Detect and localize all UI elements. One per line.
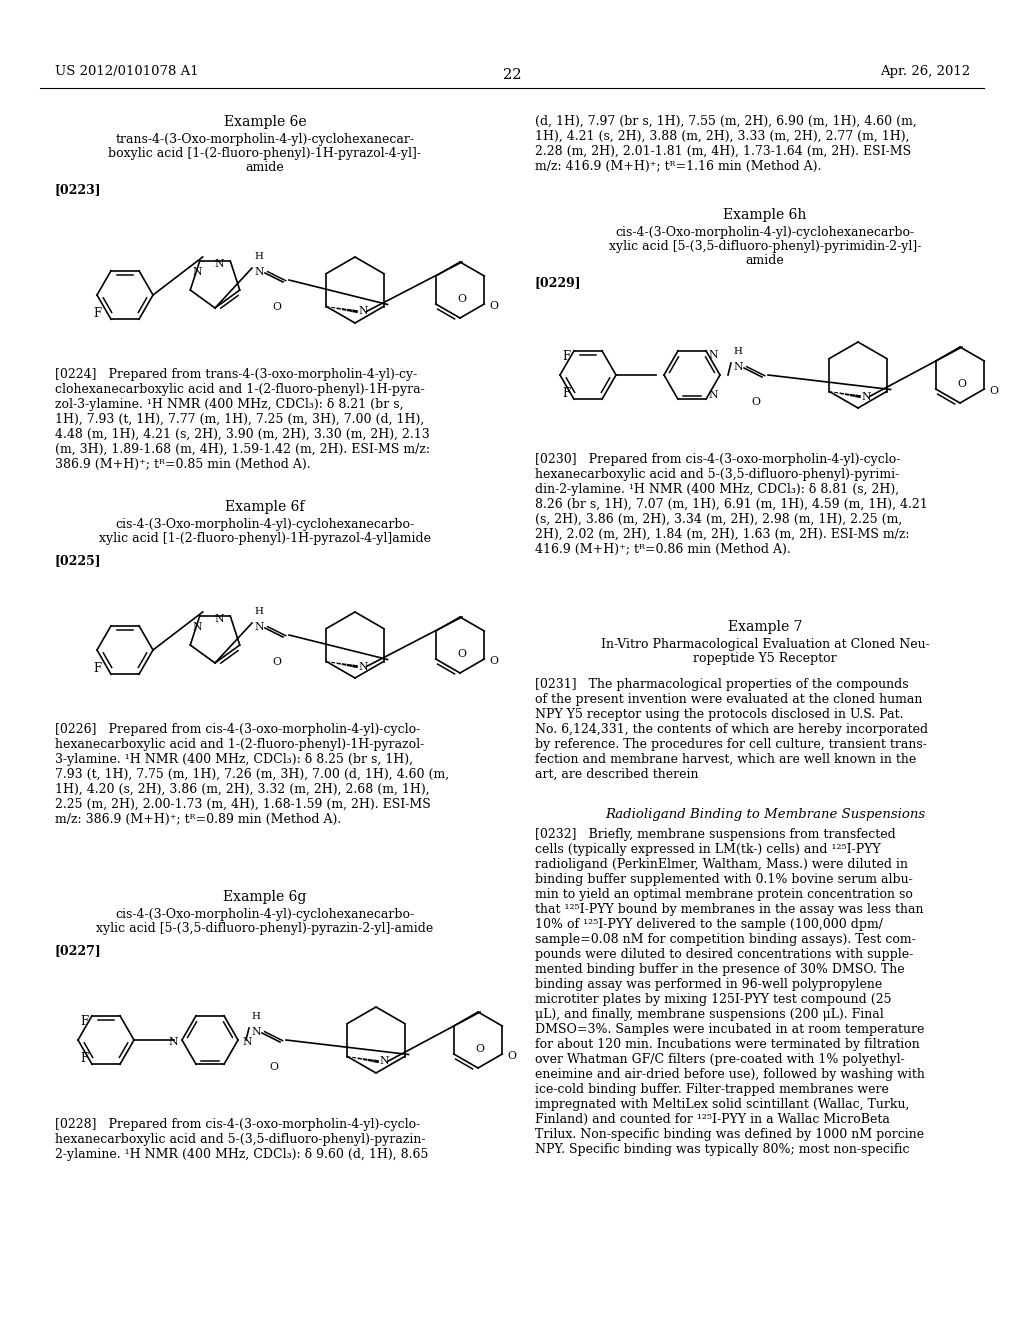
Text: xylic acid [5-(3,5-difluoro-phenyl)-pyrimidin-2-yl]-: xylic acid [5-(3,5-difluoro-phenyl)-pyri… xyxy=(609,240,922,253)
Text: N: N xyxy=(169,1038,178,1047)
Text: O: O xyxy=(272,302,282,312)
Text: O: O xyxy=(957,379,967,389)
Text: F: F xyxy=(80,1052,88,1065)
Text: O: O xyxy=(458,649,467,659)
Text: Example 6g: Example 6g xyxy=(223,890,306,904)
Text: [0223]: [0223] xyxy=(55,183,101,195)
Text: N: N xyxy=(191,622,202,632)
Text: (d, 1H), 7.97 (br s, 1H), 7.55 (m, 2H), 6.90 (m, 1H), 4.60 (m,
1H), 4.21 (s, 2H): (d, 1H), 7.97 (br s, 1H), 7.55 (m, 2H), … xyxy=(535,115,916,173)
Text: amide: amide xyxy=(745,253,784,267)
Text: O: O xyxy=(272,657,282,667)
Text: O: O xyxy=(989,385,998,396)
Text: ropeptide Y5 Receptor: ropeptide Y5 Receptor xyxy=(693,652,837,665)
Text: N: N xyxy=(242,1038,252,1047)
Text: Example 7: Example 7 xyxy=(728,620,802,634)
Text: xylic acid [5-(3,5-difluoro-phenyl)-pyrazin-2-yl]-amide: xylic acid [5-(3,5-difluoro-phenyl)-pyra… xyxy=(96,921,433,935)
Text: N: N xyxy=(254,267,264,277)
Text: H: H xyxy=(252,1012,260,1020)
Text: [0227]: [0227] xyxy=(55,944,101,957)
Text: Example 6f: Example 6f xyxy=(225,500,305,513)
Text: [0232]   Briefly, membrane suspensions from transfected
cells (typically express: [0232] Briefly, membrane suspensions fro… xyxy=(535,828,925,1156)
Text: In-Vitro Pharmacological Evaluation at Cloned Neu-: In-Vitro Pharmacological Evaluation at C… xyxy=(601,638,930,651)
Text: [0224]   Prepared from trans-4-(3-oxo-morpholin-4-yl)-cy-
clohexanecarboxylic ac: [0224] Prepared from trans-4-(3-oxo-morp… xyxy=(55,368,430,471)
Text: F: F xyxy=(93,306,101,319)
Text: N: N xyxy=(251,1027,261,1038)
Text: N: N xyxy=(254,622,264,632)
Text: amide: amide xyxy=(246,161,285,174)
Text: F: F xyxy=(562,350,570,363)
Text: xylic acid [1-(2-fluoro-phenyl)-1H-pyrazol-4-yl]amide: xylic acid [1-(2-fluoro-phenyl)-1H-pyraz… xyxy=(99,532,431,545)
Text: cis-4-(3-Oxo-morpholin-4-yl)-cyclohexanecarbo-: cis-4-(3-Oxo-morpholin-4-yl)-cyclohexane… xyxy=(116,908,415,921)
Text: O: O xyxy=(752,397,761,407)
Text: N: N xyxy=(380,1056,389,1067)
Text: N: N xyxy=(358,306,368,317)
Text: US 2012/0101078 A1: US 2012/0101078 A1 xyxy=(55,65,199,78)
Text: cis-4-(3-Oxo-morpholin-4-yl)-cyclohexanecarbo-: cis-4-(3-Oxo-morpholin-4-yl)-cyclohexane… xyxy=(615,226,914,239)
Text: N: N xyxy=(861,392,871,401)
Text: N: N xyxy=(215,259,224,269)
Text: N: N xyxy=(733,362,742,372)
Text: O: O xyxy=(475,1044,484,1053)
Text: H: H xyxy=(255,252,263,261)
Text: F: F xyxy=(562,387,570,400)
Text: Example 6e: Example 6e xyxy=(223,115,306,129)
Text: trans-4-(3-Oxo-morpholin-4-yl)-cyclohexanecar-: trans-4-(3-Oxo-morpholin-4-yl)-cyclohexa… xyxy=(116,133,415,147)
Text: [0229]: [0229] xyxy=(535,276,582,289)
Text: Example 6h: Example 6h xyxy=(723,209,807,222)
Text: F: F xyxy=(93,661,101,675)
Text: [0226]   Prepared from cis-4-(3-oxo-morpholin-4-yl)-cyclo-
hexanecarboxylic acid: [0226] Prepared from cis-4-(3-oxo-morpho… xyxy=(55,723,450,826)
Text: 22: 22 xyxy=(503,69,521,82)
Text: boxylic acid [1-(2-fluoro-phenyl)-1H-pyrazol-4-yl]-: boxylic acid [1-(2-fluoro-phenyl)-1H-pyr… xyxy=(109,147,422,160)
Text: cis-4-(3-Oxo-morpholin-4-yl)-cyclohexanecarbo-: cis-4-(3-Oxo-morpholin-4-yl)-cyclohexane… xyxy=(116,517,415,531)
Text: [0228]   Prepared from cis-4-(3-oxo-morpholin-4-yl)-cyclo-
hexanecarboxylic acid: [0228] Prepared from cis-4-(3-oxo-morpho… xyxy=(55,1118,428,1162)
Text: N: N xyxy=(215,614,224,624)
Text: H: H xyxy=(733,347,742,356)
Text: O: O xyxy=(458,294,467,304)
Text: H: H xyxy=(255,607,263,616)
Text: [0225]: [0225] xyxy=(55,554,101,568)
Text: [0230]   Prepared from cis-4-(3-oxo-morpholin-4-yl)-cyclo-
hexanecarboxylic acid: [0230] Prepared from cis-4-(3-oxo-morpho… xyxy=(535,453,928,556)
Text: N: N xyxy=(708,350,718,360)
Text: N: N xyxy=(191,267,202,277)
Text: O: O xyxy=(489,301,499,312)
Text: O: O xyxy=(507,1051,516,1061)
Text: [0231]   The pharmacological properties of the compounds
of the present inventio: [0231] The pharmacological properties of… xyxy=(535,678,928,781)
Text: F: F xyxy=(80,1015,88,1028)
Text: N: N xyxy=(358,661,368,672)
Text: Apr. 26, 2012: Apr. 26, 2012 xyxy=(880,65,970,78)
Text: O: O xyxy=(269,1063,279,1072)
Text: O: O xyxy=(489,656,499,667)
Text: N: N xyxy=(708,391,718,400)
Text: Radioligand Binding to Membrane Suspensions: Radioligand Binding to Membrane Suspensi… xyxy=(605,808,925,821)
